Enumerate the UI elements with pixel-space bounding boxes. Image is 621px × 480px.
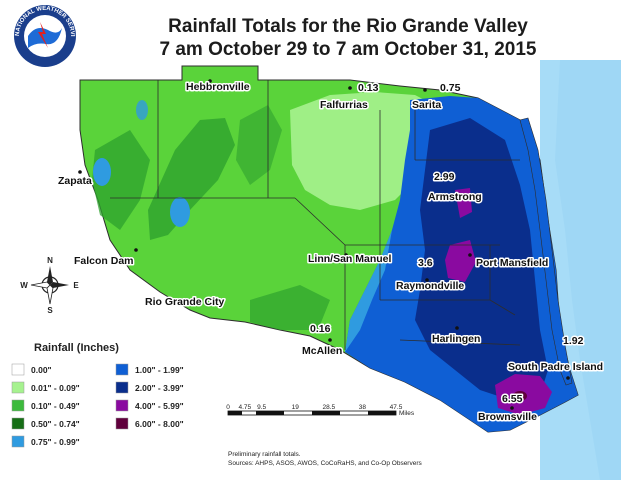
scale-tick-label: 28.5 (322, 404, 335, 411)
label-falfurrias: Falfurrias (320, 99, 368, 111)
legend-items: 0.00" 0.01" - 0.09" 0.10" - 0.49" 0.50" - 0… (11, 363, 184, 448)
legend-swatch (11, 417, 25, 430)
zone-dark-green-4 (250, 285, 330, 330)
label-zapata: Zapata (58, 175, 92, 187)
scale-ticks: 0 4.75 9.5 19 28.5 38 47.5 (226, 404, 403, 411)
zone-dark-green-3 (236, 105, 282, 185)
label-hebbronville: Hebbronville (186, 81, 250, 93)
legend-swatch (11, 399, 25, 412)
amount-mcallen: 0.16 (310, 323, 331, 335)
scale-tick-label: 4.75 (238, 404, 251, 411)
amount-armstrong: 2.99 (434, 171, 455, 183)
label-harlingen: Harlingen (432, 333, 480, 345)
scale-unit: Miles (399, 410, 415, 417)
footer-line-1: Preliminary rainfall totals. (228, 451, 301, 458)
compass-n-label: N (47, 256, 53, 265)
label-armstrong: Armstrong (428, 191, 482, 203)
legend-label: 0.50" - 0.74" (31, 419, 80, 429)
compass-s-label: S (47, 306, 53, 315)
city-dots (78, 79, 570, 410)
zone-purple-raymondville (445, 240, 476, 282)
scale-seg-4 (368, 411, 396, 415)
gulf-water-deep (555, 60, 621, 480)
legend-label: 4.00" - 5.99" (135, 401, 184, 411)
footer-line-2: Sources: AHPS, ASOS, AWOS, CoCoRaHS, and… (228, 460, 422, 467)
legend-swatch (115, 399, 129, 412)
logo-lightning-icon (38, 22, 48, 48)
amount-sarita: 0.75 (440, 82, 461, 94)
county-boundaries (110, 80, 521, 350)
scale-seg-2 (256, 411, 284, 415)
label-south-padre-island: South Padre Island (508, 361, 603, 373)
label-sarita: Sarita (412, 99, 441, 111)
zone-maroon-brownsville (513, 391, 527, 401)
legend-panel (0, 330, 215, 480)
zone-navy (415, 118, 548, 400)
north-arrow: N S W E (20, 256, 79, 315)
compass-needle-w (30, 281, 51, 289)
zone-dark-green-2 (92, 130, 150, 230)
spot-blue-north (136, 100, 148, 120)
label-raymondville: Raymondville (396, 280, 464, 292)
legend-swatch (115, 417, 129, 430)
legend-swatch (115, 363, 129, 376)
legend-title: Rainfall (Inches) (34, 342, 119, 354)
legend-label: 2.00" - 3.99" (135, 383, 184, 393)
scale-tick-label: 9.5 (257, 404, 266, 411)
barrier-island (519, 117, 573, 386)
compass-w-label: W (20, 281, 28, 290)
legend-swatch (115, 381, 129, 394)
legend-label: 1.00" - 1.99" (135, 365, 184, 375)
nws-logo: NATIONAL WEATHER SERVICE (0, 0, 76, 67)
legend-label: 0.75" - 0.99" (31, 437, 80, 447)
compass-e-label: E (73, 281, 79, 290)
legend-swatch (11, 435, 25, 448)
zone-purple-armstrong (455, 188, 472, 218)
logo-cloud-icon (28, 28, 62, 48)
scale-bar: 0 4.75 9.5 19 28.5 38 47.5 Miles (226, 404, 415, 417)
label-rio-grande-city: Rio Grande City (145, 296, 225, 308)
scale-tick-label: 0 (226, 404, 230, 411)
title-line-2: 7 am October 29 to 7 am October 31, 2015 (159, 39, 536, 60)
label-linn-san-manuel: Linn/San Manuel (308, 253, 392, 265)
legend-label: 0.00" (31, 365, 52, 375)
legend-label: 0.10" - 0.49" (31, 401, 80, 411)
compass-needle-e (50, 282, 69, 288)
label-brownsville: Brownsville (478, 411, 537, 423)
label-port-mansfield: Port Mansfield (476, 257, 548, 269)
zone-dark-green-1 (148, 118, 235, 240)
spot-blue-central (170, 197, 190, 227)
label-falcon-dam: Falcon Dam (74, 255, 134, 267)
title-line-1: Rainfall Totals for the Rio Grande Valle… (168, 16, 528, 37)
amount-south-padre: 1.92 (563, 335, 584, 347)
label-mcallen: McAllen (302, 345, 342, 357)
amount-falfurrias: 0.13 (358, 82, 379, 94)
scale-seg-3 (312, 411, 340, 415)
legend-swatch (11, 363, 25, 376)
legend-label: 0.01" - 0.09" (31, 383, 80, 393)
compass-needle-n (47, 266, 53, 285)
scale-tick-label: 19 (292, 404, 300, 411)
spot-blue-zapata (93, 158, 111, 186)
compass-needle-s (46, 284, 54, 305)
scale-seg-1 (228, 411, 242, 415)
amount-raymondville: 3.6 (418, 257, 433, 269)
legend-label: 6.00" - 8.00" (135, 419, 184, 429)
amount-brownsville: 6.55 (502, 393, 523, 405)
scale-tick-label: 47.5 (390, 404, 403, 411)
scale-tick-label: 38 (359, 404, 367, 411)
legend-swatch (11, 381, 25, 394)
